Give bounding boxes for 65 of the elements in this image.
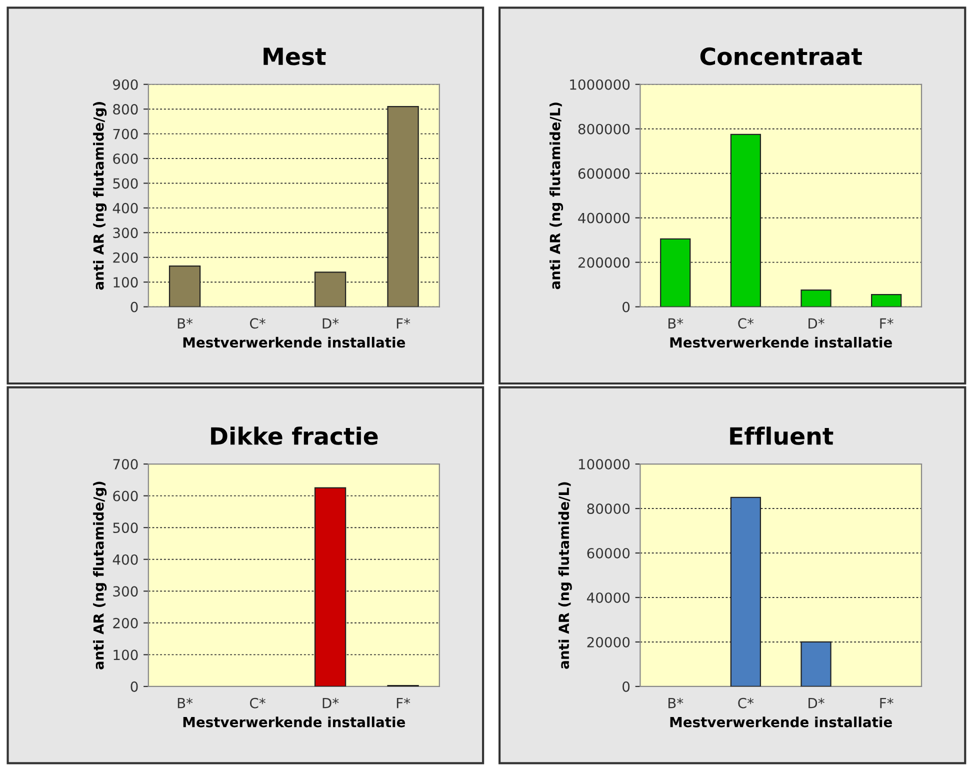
x-tick-label: B* [668,318,684,328]
y-tick-label: 40000 [586,592,630,603]
y-tick-label: 600 [113,153,138,164]
x-tick-label: C* [738,318,754,329]
y-tick-label: 200000 [578,257,630,268]
x-tick-label: D* [322,698,339,708]
bar [730,134,762,307]
y-tick-label: 600 [113,490,138,502]
y-tick-label: 700 [113,459,138,470]
x-axis-title: Mestverwerkende installatie [183,716,406,728]
x-tick-label: C* [250,698,266,708]
bar [314,272,346,307]
y-tick-label: 100 [114,650,138,660]
y-tick-label: 0 [622,302,630,312]
x-axis-title: Mestverwerkende installatie [670,716,892,728]
x-tick-label: F* [880,318,894,328]
x-tick-label: F* [396,318,410,328]
bar [168,265,201,307]
x-axis-title: Mestverwerkende installatie [183,336,406,348]
x-tick-label: D* [808,698,824,708]
chart-title: Concentraat [700,47,862,66]
y-axis-title: anti AR (ng flutamide/L) [550,102,564,290]
y-tick-label: 80000 [587,503,630,514]
x-axis-title: Mestverwerkende installatie [670,336,892,348]
y-tick-label: 0 [130,302,138,312]
x-tick-label: D* [322,318,339,328]
y-tick-label: 20000 [587,636,630,648]
y-tick-label: 400000 [578,212,630,224]
y-axis-title: anti AR (ng flutamide/L) [558,482,572,669]
y-tick-label: 400 [112,202,138,214]
y-tick-label: 300 [113,586,138,597]
bar [660,238,691,307]
y-tick-label: 60000 [587,548,630,558]
y-tick-label: 100000 [578,459,630,470]
y-tick-label: 1000000 [570,79,630,90]
y-tick-label: 200 [113,252,138,263]
y-tick-label: 0 [622,681,630,692]
bar [871,294,902,307]
chart-title: Effluent [730,426,834,445]
x-tick-label: B* [178,698,193,708]
x-tick-label: C* [250,318,266,329]
bar [800,290,832,307]
y-tick-label: 600000 [578,168,630,179]
bar [387,106,419,307]
x-tick-label: F* [880,698,894,708]
y-tick-label: 500 [113,178,138,189]
chart-title: Dikke fractie [211,426,378,445]
x-tick-label: B* [178,318,193,328]
y-tick-label: 200 [113,618,138,628]
y-tick-label: 0 [130,681,138,692]
y-tick-label: 700 [113,128,138,140]
y-tick-label: 400 [112,554,138,565]
y-tick-label: 800000 [578,124,630,134]
y-tick-label: 100 [114,277,138,288]
y-tick-label: 900 [113,79,138,90]
y-tick-label: 800 [113,104,138,115]
y-axis-title: anti AR (ng flutamide/g) [93,482,107,670]
y-tick-label: 500 [113,522,138,534]
chart-title: Mest [264,48,326,66]
x-tick-label: D* [808,318,824,328]
x-tick-label: C* [738,698,754,708]
y-axis-title: anti AR (ng flutamide/g) [93,102,107,290]
x-tick-label: F* [396,698,410,708]
x-tick-label: B* [668,698,684,708]
y-tick-label: 300 [113,228,138,238]
